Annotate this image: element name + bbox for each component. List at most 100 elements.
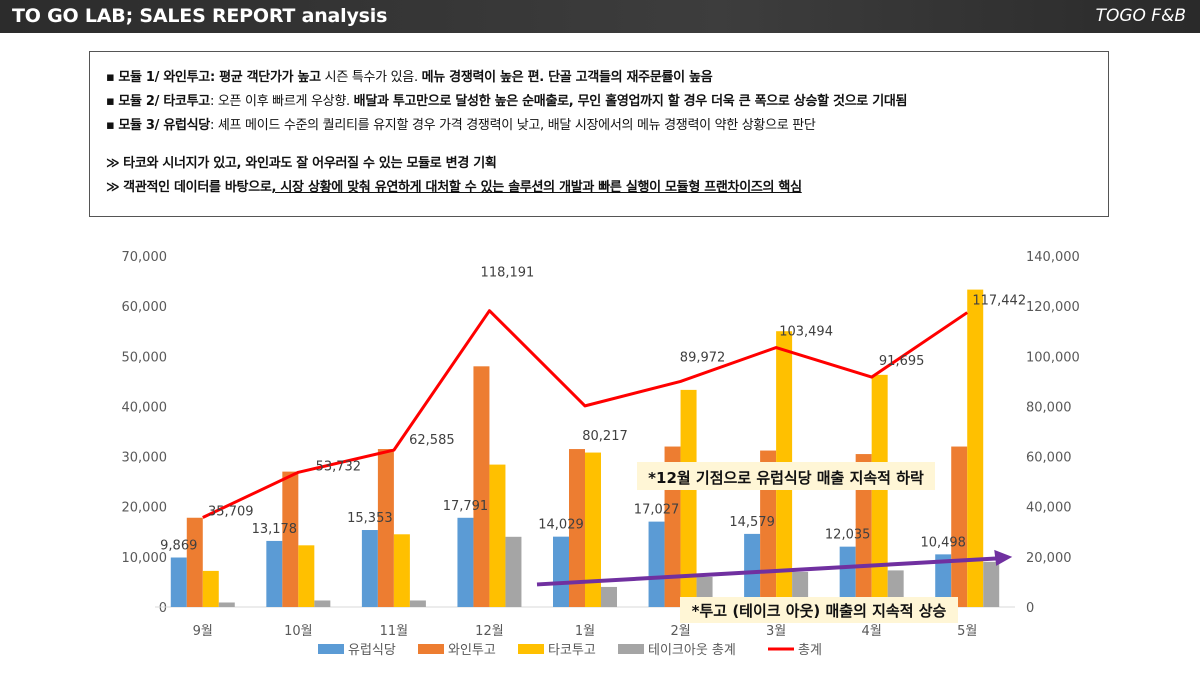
- bar-유럽식당: [266, 540, 283, 607]
- trend-arrow-line: [536, 556, 999, 587]
- bar-유럽식당: [648, 521, 665, 607]
- bullet-icon: ▪: [106, 70, 115, 85]
- note-2-text: : 오픈 이후 빠르게 우상향.: [209, 94, 354, 109]
- bullet-icon: ▪: [106, 94, 115, 109]
- bar-와인투고: [569, 449, 585, 607]
- bar-테이크아웃 총계: [409, 600, 426, 607]
- note-2-emphasis: 배달과 투고만으로 달성한 높은 순매출로, 무인 홀영업까지 할 경우 더욱 …: [353, 94, 908, 109]
- bullet-icon: ▪: [106, 118, 115, 133]
- x-tick-label: 3월: [766, 624, 786, 639]
- x-tick-label: 12월: [475, 624, 504, 639]
- line-data-label: 91,695: [879, 354, 925, 369]
- conclusion-line-2: ≫ 객관적인 데이터를 바탕으로, 시장 상황에 맞춰 유연하게 대처할 수 있…: [106, 176, 1108, 200]
- y-left-tick-label: 20,000: [122, 501, 168, 516]
- note-2-heading: 모듈 2/ 타코투고: [118, 94, 210, 109]
- line-data-label: 53,732: [316, 459, 362, 474]
- legend-label: 유럽식당: [348, 643, 396, 658]
- line-data-label: 35,709: [208, 504, 254, 519]
- y-right-tick-label: 100,000: [1026, 350, 1080, 365]
- bar-타코투고: [202, 570, 219, 607]
- y-right-tick-label: 80,000: [1026, 400, 1072, 415]
- note-line-3: ▪ 모듈 3/ 유럽식당: 셰프 메이드 수준의 퀄리티를 유지할 경우 가격 …: [106, 114, 1108, 138]
- total-line: [202, 309, 969, 519]
- line-data-label: 117,442: [972, 294, 1026, 309]
- trend-arrow-head-icon: [994, 549, 1013, 566]
- double-arrow-icon: ≫: [106, 180, 120, 195]
- y-right-tick-label: 120,000: [1026, 300, 1080, 315]
- x-tick-label: 10월: [284, 624, 313, 639]
- bar-와인투고: [855, 454, 872, 607]
- line-data-label: 89,972: [680, 350, 726, 365]
- bar-data-label: 14,579: [729, 515, 775, 530]
- bar-와인투고: [951, 446, 968, 607]
- x-tick-label: 9월: [193, 624, 213, 639]
- bar-테이크아웃 총계: [218, 602, 235, 607]
- x-tick-label: 1월: [575, 624, 595, 639]
- note-1-heading: 모듈 1/ 와인투고: 평균 객단가가 높고: [118, 70, 321, 85]
- bar-테이크아웃 총계: [983, 561, 1000, 607]
- header-bar: TO GO LAB; SALES REPORT analysis TOGO F&…: [0, 0, 1200, 33]
- annotation-1-highlight: [637, 462, 935, 490]
- bar-와인투고: [186, 517, 203, 607]
- line-data-label: 103,494: [779, 325, 833, 340]
- bar-유럽식당: [935, 554, 952, 607]
- bar-테이크아웃 총계: [601, 586, 617, 607]
- y-left-tick-label: 70,000: [122, 250, 168, 265]
- bar-유럽식당: [553, 536, 569, 607]
- y-right-tick-label: 60,000: [1026, 451, 1072, 466]
- conclusion-line-1: ≫ 타코와 시너지가 있고, 와인과도 잘 어우러질 수 있는 모듈로 변경 기…: [106, 152, 1108, 176]
- bar-테이크아웃 총계: [314, 600, 331, 607]
- brand-logo-text: TOGO F&B: [1095, 6, 1186, 26]
- note-line-1: ▪ 모듈 1/ 와인투고: 평균 객단가가 높고 시즌 특수가 있음. 메뉴 경…: [106, 66, 1108, 90]
- bar-data-label: 13,178: [252, 522, 298, 537]
- y-left-tick-label: 10,000: [122, 551, 168, 566]
- x-tick-label: 5월: [957, 624, 977, 639]
- note-line-2: ▪ 모듈 2/ 타코투고: 오픈 이후 빠르게 우상향. 배달과 투고만으로 달…: [106, 90, 1108, 114]
- legend-swatch-테이크아웃 총계: [618, 644, 644, 654]
- bar-data-label: 17,027: [634, 503, 680, 518]
- bar-data-label: 15,353: [347, 511, 393, 526]
- legend-label: 총계: [798, 643, 822, 658]
- y-left-tick-label: 50,000: [122, 350, 168, 365]
- bar-data-label: 17,791: [443, 499, 489, 514]
- bar-data-label: 10,498: [920, 535, 966, 550]
- x-tick-label: 2월: [670, 624, 690, 639]
- bar-와인투고: [282, 471, 299, 607]
- line-data-label: 118,191: [481, 266, 535, 281]
- conclusion-2-text-b: , 시장 상황에 맞춰 유연하게 대처할 수 있는 솔루션의 개발과 빠른 실행…: [271, 180, 803, 195]
- bar-타코투고: [393, 534, 410, 607]
- y-left-tick-label: 60,000: [122, 300, 168, 315]
- legend-label: 테이크아웃 총계: [648, 643, 736, 658]
- bar-타코투고: [871, 374, 888, 607]
- note-1-text: 시즌 특수가 있음.: [320, 70, 422, 85]
- conclusion-1-text: 타코와 시너지가 있고, 와인과도 잘 어우러질 수 있는 모듈로 변경 기획: [123, 156, 497, 171]
- summary-notes-box: ▪ 모듈 1/ 와인투고: 평균 객단가가 높고 시즌 특수가 있음. 메뉴 경…: [89, 51, 1109, 217]
- bar-data-label: 12,035: [825, 528, 871, 543]
- bar-타코투고: [298, 545, 315, 607]
- x-tick-label: 4월: [862, 624, 882, 639]
- legend-swatch-유럽식당: [318, 644, 344, 654]
- conclusion-2-text-a: 객관적인 데이터를 바탕으로: [123, 180, 272, 195]
- bar-유럽식당: [457, 517, 474, 607]
- annotation-2-highlight: [680, 597, 958, 623]
- y-right-tick-label: 0: [1026, 601, 1034, 616]
- y-left-tick-label: 40,000: [122, 400, 168, 415]
- y-right-tick-label: 20,000: [1026, 551, 1072, 566]
- bar-타코투고: [585, 452, 601, 607]
- x-tick-label: 11월: [380, 624, 409, 639]
- bar-유럽식당: [361, 530, 378, 607]
- bar-data-label: 9,869: [160, 539, 197, 554]
- note-3-heading: 모듈 3/ 유럽식당: [118, 118, 210, 133]
- legend-swatch-타코투고: [518, 644, 544, 654]
- legend-label: 와인투고: [448, 643, 496, 658]
- bar-와인투고: [473, 366, 490, 607]
- double-arrow-icon: ≫: [106, 156, 120, 171]
- y-right-tick-label: 140,000: [1026, 250, 1080, 265]
- bar-와인투고: [377, 449, 394, 607]
- y-left-tick-label: 30,000: [122, 451, 168, 466]
- bar-타코투고: [489, 464, 506, 607]
- legend-swatch-와인투고: [418, 644, 444, 654]
- annotation-1-text: *12월 기점으로 유럽식당 매출 지속적 하락: [648, 469, 924, 487]
- bar-타코투고: [967, 289, 984, 607]
- line-data-label: 62,585: [409, 433, 455, 448]
